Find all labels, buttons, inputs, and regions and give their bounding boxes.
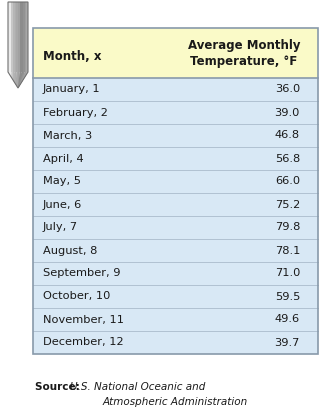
Text: 39.0: 39.0 (275, 107, 300, 118)
Polygon shape (15, 72, 18, 88)
Bar (33, 239, 318, 262)
Polygon shape (21, 2, 23, 72)
Text: Average Monthly
Temperature, °F: Average Monthly Temperature, °F (188, 38, 300, 67)
Bar (33, 170, 318, 193)
Bar (33, 331, 318, 354)
Text: 59.5: 59.5 (275, 292, 300, 301)
Polygon shape (16, 2, 18, 72)
Polygon shape (20, 2, 21, 72)
Bar (33, 78, 318, 101)
Text: 39.7: 39.7 (275, 337, 300, 347)
Text: June, 6: June, 6 (43, 199, 82, 209)
Text: Month, x: Month, x (43, 50, 102, 64)
Text: U.S. National Oceanic and: U.S. National Oceanic and (70, 382, 205, 392)
Bar (33, 101, 318, 124)
Polygon shape (13, 2, 15, 72)
Text: May, 5: May, 5 (43, 176, 81, 187)
Text: August, 8: August, 8 (43, 245, 97, 256)
Bar (33, 28, 318, 78)
Polygon shape (18, 72, 23, 88)
Text: 71.0: 71.0 (275, 268, 300, 278)
Polygon shape (11, 2, 13, 72)
Bar (33, 285, 318, 308)
Text: 79.8: 79.8 (275, 223, 300, 233)
Bar (33, 216, 318, 239)
Text: February, 2: February, 2 (43, 107, 108, 118)
Bar (33, 308, 318, 331)
Text: October, 10: October, 10 (43, 292, 110, 301)
Polygon shape (10, 72, 18, 88)
Text: 56.8: 56.8 (275, 154, 300, 164)
Text: April, 4: April, 4 (43, 154, 84, 164)
Text: September, 9: September, 9 (43, 268, 121, 278)
Polygon shape (15, 2, 16, 72)
Polygon shape (23, 2, 25, 72)
Bar (33, 262, 318, 285)
Text: March, 3: March, 3 (43, 131, 92, 140)
Polygon shape (25, 2, 26, 72)
Text: 75.2: 75.2 (275, 199, 300, 209)
Text: Atmospheric Administration: Atmospheric Administration (103, 397, 248, 407)
Bar (33, 147, 318, 170)
Text: December, 12: December, 12 (43, 337, 124, 347)
Text: 36.0: 36.0 (275, 85, 300, 95)
Text: January, 1: January, 1 (43, 85, 101, 95)
Polygon shape (18, 72, 21, 88)
Bar (33, 28, 318, 354)
Polygon shape (11, 72, 18, 88)
Polygon shape (18, 72, 20, 88)
Text: 66.0: 66.0 (275, 176, 300, 187)
Text: 46.8: 46.8 (275, 131, 300, 140)
Polygon shape (18, 72, 28, 88)
Bar (33, 193, 318, 216)
Text: 78.1: 78.1 (275, 245, 300, 256)
Polygon shape (16, 72, 18, 88)
Polygon shape (18, 72, 25, 88)
Polygon shape (18, 72, 26, 88)
Text: July, 7: July, 7 (43, 223, 78, 233)
Polygon shape (26, 2, 28, 72)
Polygon shape (10, 2, 11, 72)
Polygon shape (8, 2, 10, 72)
Polygon shape (18, 2, 20, 72)
Text: 49.6: 49.6 (275, 315, 300, 325)
Text: November, 11: November, 11 (43, 315, 124, 325)
Polygon shape (13, 72, 18, 88)
Bar (33, 124, 318, 147)
Polygon shape (8, 72, 18, 88)
Text: Source:: Source: (35, 382, 83, 392)
